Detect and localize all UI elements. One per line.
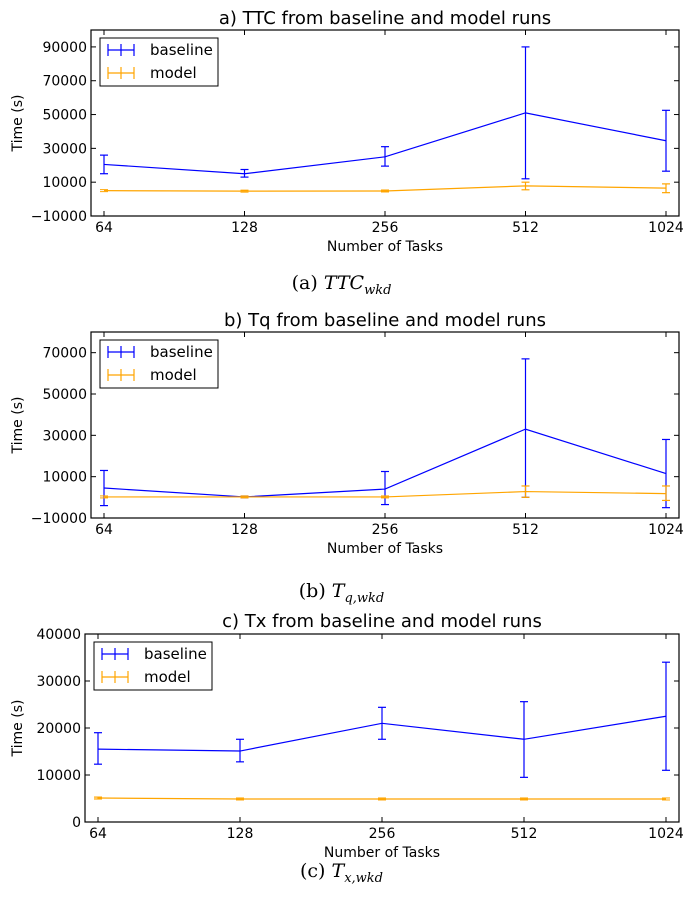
- x-axis-label: Number of Tasks: [324, 845, 440, 861]
- chart-title: c) Tx from baseline and model runs: [222, 611, 542, 632]
- y-axis-label: Time (s): [10, 95, 26, 153]
- y-tick-label: 30000: [42, 428, 87, 444]
- y-tick-label: 50000: [42, 108, 87, 124]
- y-tick-label: 70000: [42, 346, 87, 362]
- y-tick-label: 10000: [42, 175, 87, 191]
- x-tick-label: 512: [512, 220, 539, 236]
- legend-label-model: model: [150, 64, 197, 82]
- x-tick-label: 64: [95, 522, 113, 538]
- x-tick-label: 128: [227, 826, 254, 842]
- y-tick-label: −10000: [31, 511, 87, 527]
- plot-frame: [90, 331, 680, 519]
- legend-box: [99, 37, 219, 87]
- plot-frame: [84, 633, 680, 823]
- y-tick-label: 50000: [42, 387, 87, 403]
- x-tick-label: 1024: [648, 220, 683, 236]
- y-axis-label: Time (s): [10, 397, 26, 455]
- y-tick-label: 40000: [36, 627, 81, 643]
- y-tick-label: 10000: [36, 768, 81, 784]
- y-axis-label: Time (s): [10, 700, 26, 758]
- caption-c-prefix: (c): [300, 860, 332, 882]
- legend-label-baseline: baseline: [144, 645, 207, 663]
- y-tick-label: −10000: [31, 209, 87, 225]
- legend-label-model: model: [144, 668, 191, 686]
- y-tick-label: 30000: [36, 674, 81, 690]
- chart-title: b) Tq from baseline and model runs: [224, 310, 546, 331]
- chart-panel-a: a) TTC from baseline and model runs −1000…: [0, 0, 683, 310]
- chart-c: c) Tx from baseline and model runs 0 10000…: [10, 611, 683, 861]
- caption-c-sub: x,wkd: [344, 870, 383, 886]
- y-tick-label: 20000: [36, 721, 81, 737]
- y-tick-label: 10000: [42, 470, 87, 486]
- legend-label-baseline: baseline: [150, 41, 213, 59]
- chart-a: a) TTC from baseline and model runs −1000…: [10, 8, 683, 255]
- x-tick-label: 512: [512, 522, 539, 538]
- caption-a-main: TTC: [323, 272, 365, 294]
- caption-a: (a) TTCwkd: [0, 272, 683, 298]
- x-tick-label: 256: [369, 826, 396, 842]
- caption-a-prefix: (a): [291, 272, 324, 294]
- y-tick-label: 90000: [42, 40, 87, 56]
- x-tick-label: 128: [231, 220, 258, 236]
- y-tick-label: 70000: [42, 74, 87, 90]
- x-axis-label: Number of Tasks: [327, 541, 443, 557]
- legend-label-model: model: [150, 366, 197, 384]
- x-axis-label: Number of Tasks: [327, 239, 443, 255]
- x-tick-label: 256: [372, 522, 399, 538]
- chart-title: a) TTC from baseline and model runs: [219, 8, 551, 29]
- x-tick-label: 512: [511, 826, 538, 842]
- caption-b-sub: q,wkd: [344, 590, 385, 606]
- x-tick-label: 1024: [648, 522, 683, 538]
- caption-b: (b) Tq,wkd: [0, 580, 683, 606]
- caption-c-main: T: [331, 860, 345, 882]
- caption-b-prefix: (b): [298, 580, 332, 602]
- chart-b: b) Tq from baseline and model runs −10000…: [10, 310, 683, 557]
- y-tick-label: 30000: [42, 141, 87, 157]
- plot-frame: [90, 29, 680, 217]
- x-tick-label: 128: [231, 522, 258, 538]
- caption-c: (c) Tx,wkd: [0, 860, 683, 886]
- legend-box: [99, 339, 219, 389]
- caption-a-sub: wkd: [364, 282, 392, 298]
- chart-panel-b: b) Tq from baseline and model runs −10000…: [0, 306, 683, 606]
- caption-b-main: T: [331, 580, 345, 602]
- x-tick-label: 64: [95, 220, 113, 236]
- x-tick-label: 256: [372, 220, 399, 236]
- y-tick-label: 0: [72, 815, 81, 831]
- chart-panel-c: c) Tx from baseline and model runs 0 10000…: [0, 608, 683, 908]
- x-tick-label: 64: [89, 826, 107, 842]
- legend-box: [93, 641, 213, 691]
- x-tick-label: 1024: [648, 826, 683, 842]
- legend-label-baseline: baseline: [150, 343, 213, 361]
